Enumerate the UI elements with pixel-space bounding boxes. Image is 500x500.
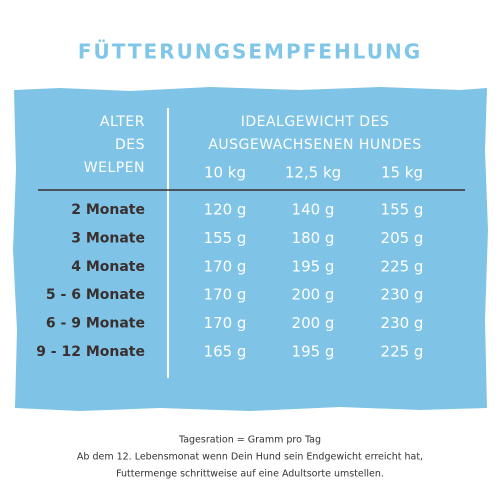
weight-column: 15 kg xyxy=(381,164,423,182)
cell: 230 g xyxy=(381,314,424,332)
age-label: 2 Monate xyxy=(71,202,145,218)
title: FÜTTERUNGSEMPFEHLUNG xyxy=(78,40,422,64)
cell: 170 g xyxy=(204,314,247,332)
age-label: 9 - 12 Monate xyxy=(36,344,145,360)
cell: 120 g xyxy=(204,201,247,219)
table-panel xyxy=(13,87,488,411)
cell: 230 g xyxy=(381,286,424,304)
cell: 165 g xyxy=(204,343,247,361)
footer-line: Futtermenge schrittweise auf eine Adults… xyxy=(116,469,384,480)
cell: 170 g xyxy=(204,286,247,304)
cell: 155 g xyxy=(204,229,247,247)
age-label: 4 Monate xyxy=(71,259,145,275)
weight-header: IDEALGEWICHT DES xyxy=(241,114,390,130)
age-label: 3 Monate xyxy=(71,230,145,246)
cell: 170 g xyxy=(204,257,247,275)
footer-line: Ab dem 12. Lebensmonat wenn Dein Hund se… xyxy=(77,452,423,463)
weight-column: 10 kg xyxy=(204,164,246,182)
age-header: DES xyxy=(115,137,145,153)
cell: 200 g xyxy=(292,286,335,304)
weight-column: 12,5 kg xyxy=(285,164,341,182)
cell: 195 g xyxy=(292,257,335,275)
cell: 140 g xyxy=(292,201,335,219)
age-label: 6 - 9 Monate xyxy=(46,316,145,332)
age-header: WELPEN xyxy=(84,160,145,176)
footer-line: Tagesration = Gramm pro Tag xyxy=(178,435,321,446)
age-label: 5 - 6 Monate xyxy=(46,287,145,303)
cell: 155 g xyxy=(381,201,424,219)
cell: 225 g xyxy=(381,343,424,361)
cell: 225 g xyxy=(381,257,424,275)
cell: 180 g xyxy=(292,229,335,247)
cell: 200 g xyxy=(292,314,335,332)
cell: 195 g xyxy=(292,343,335,361)
weight-header: AUSGEWACHSENEN HUNDES xyxy=(208,137,421,153)
cell: 205 g xyxy=(381,229,424,247)
age-header: ALTER xyxy=(100,114,145,130)
